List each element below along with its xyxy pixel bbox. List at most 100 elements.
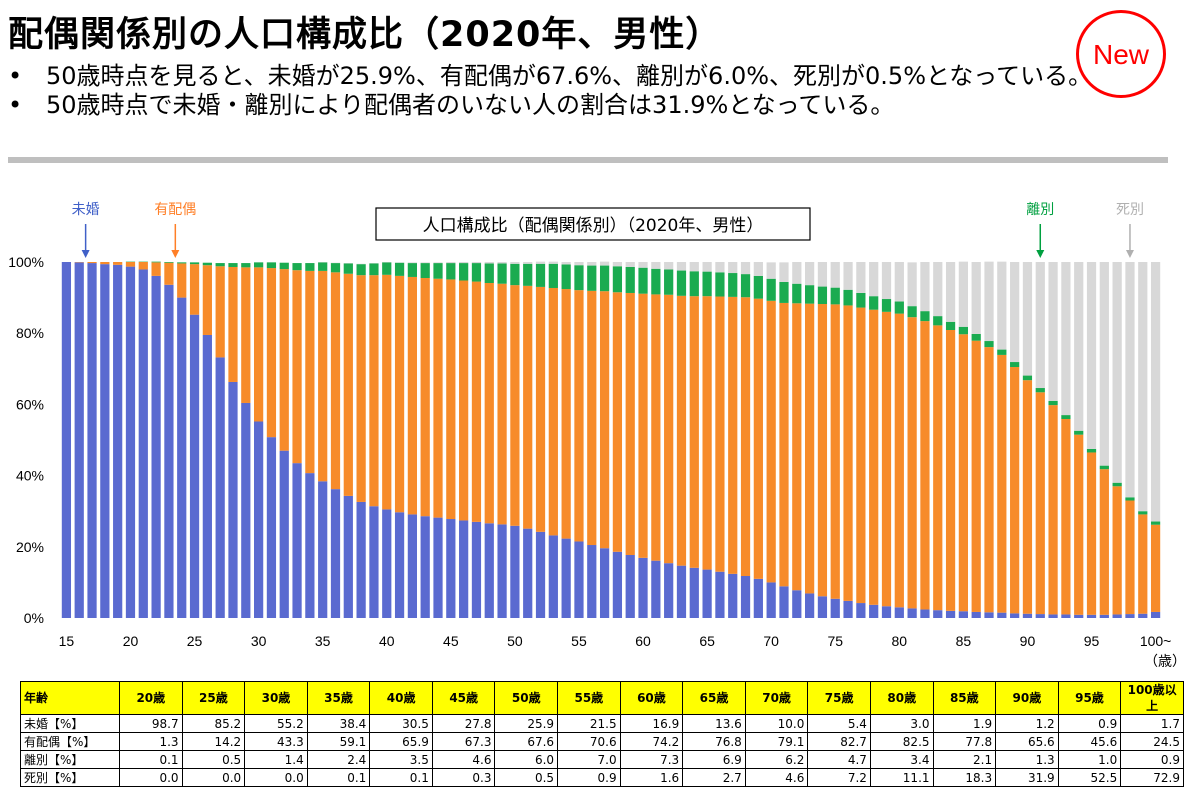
bar-segment <box>984 347 994 613</box>
bar-segment <box>1010 613 1020 618</box>
bar-segment <box>651 294 661 561</box>
bar-segment <box>215 266 225 358</box>
table-header-cell: 30歳 <box>244 681 308 715</box>
bar-segment <box>446 519 456 618</box>
bar-segment <box>984 612 994 618</box>
bar-segment <box>369 275 379 507</box>
bar-segment <box>728 573 738 618</box>
bar-segment <box>881 311 892 607</box>
table-cell: 1.0 <box>1057 750 1122 769</box>
bar-segment <box>587 262 597 266</box>
bar-segment <box>407 514 417 618</box>
table-cell: 13.6 <box>682 714 746 733</box>
bar-segment <box>638 557 648 618</box>
bar-segment <box>61 262 72 618</box>
table-cell: 6.9 <box>682 750 746 769</box>
bar-segment <box>869 296 879 310</box>
bar-segment <box>689 296 699 568</box>
bar-segment <box>599 548 610 618</box>
bar-segment <box>945 262 956 322</box>
bar-segment <box>920 609 930 618</box>
bar-segment <box>561 538 571 618</box>
bar-segment <box>869 262 879 297</box>
bar-segment <box>151 275 161 618</box>
bar-segment <box>510 262 520 264</box>
bar-segment <box>1061 418 1071 615</box>
bar-segment <box>471 263 482 282</box>
data-table: 年齢 20歳 25歳 30歳 35歳 40歳 45歳 50歳 55歳 60歳 65歳 70歳 75歳 8… <box>20 681 1184 787</box>
bar-segment <box>920 262 930 312</box>
x-tick-label: 45 <box>443 633 459 649</box>
bar-segment <box>407 276 417 515</box>
bar-segment <box>676 295 687 566</box>
bar-segment <box>1125 497 1135 501</box>
bar-segment <box>664 563 674 618</box>
bar-segment <box>407 263 417 277</box>
bar-segment <box>715 272 725 297</box>
bar-segment <box>805 303 815 594</box>
y-tick-label: 100% <box>8 254 44 270</box>
table-cell: 74.2 <box>619 732 684 751</box>
bar-segment <box>971 611 981 618</box>
bar-segment <box>305 473 315 618</box>
x-tick-label: 85 <box>956 633 972 649</box>
table-header-cell: 40歳 <box>369 681 433 715</box>
table-header-cell: 65歳 <box>682 681 746 715</box>
bar-segment <box>87 262 97 264</box>
bar-segment <box>1048 400 1058 406</box>
table-cell: 0.5 <box>181 750 246 769</box>
table-cell: 45.6 <box>1057 732 1122 751</box>
bar-segment <box>1061 262 1071 416</box>
x-tick-label: 75 <box>827 633 843 649</box>
bar-segment <box>1048 262 1058 401</box>
y-tick-label: 0% <box>24 610 44 626</box>
table-header-cell: 85歳 <box>932 681 997 715</box>
legend-arrowhead <box>81 250 90 258</box>
bar-segment <box>471 521 482 618</box>
bar-segment <box>330 263 341 273</box>
bar-segment <box>753 578 763 618</box>
bar-segment <box>997 349 1007 355</box>
x-tick-label: 65 <box>699 633 715 649</box>
bar-segment <box>497 263 507 284</box>
bar-segment <box>753 298 763 579</box>
bar-segment <box>702 296 712 570</box>
x-tick-label: 95 <box>1084 633 1100 649</box>
bar-segment <box>1138 613 1148 618</box>
bar-segment <box>369 263 379 276</box>
bullet-item: • 50歳時点を見ると、未婚が25.9%、有配偶が67.6%、離別が6.0%、死… <box>8 62 1158 91</box>
new-badge: New <box>1076 10 1166 98</box>
bar-segment <box>753 275 763 299</box>
bar-segment <box>433 262 443 264</box>
bar-segment <box>484 263 494 284</box>
table-cell: 24.5 <box>1120 732 1184 751</box>
bar-segment <box>958 326 968 335</box>
bar-segment <box>241 267 251 403</box>
bar-segment <box>1099 469 1109 615</box>
bar-segment <box>587 290 597 546</box>
bar-segment <box>1048 405 1058 615</box>
bullet-dot: • <box>8 62 23 90</box>
bar-segment <box>433 263 443 279</box>
bar-segment <box>433 278 443 518</box>
table-cell: 2.7 <box>682 768 746 787</box>
bar-segment <box>1022 613 1033 618</box>
bar-segment <box>1022 380 1033 614</box>
bar-segment <box>382 509 392 618</box>
table-cell: 79.1 <box>744 732 809 751</box>
bar-segment <box>459 263 469 281</box>
bar-segment <box>394 275 405 513</box>
bar-segment <box>612 266 623 293</box>
bar-segment <box>228 266 238 382</box>
bar-segment <box>1099 262 1109 466</box>
new-badge-label: New <box>1093 39 1150 70</box>
bar-segment <box>100 262 110 265</box>
bar-segment <box>907 306 917 318</box>
bar-segment <box>651 262 661 269</box>
bar-segment <box>766 582 776 618</box>
bar-segment <box>869 309 879 605</box>
table-cell: 31.9 <box>995 768 1059 787</box>
table-header-cell: 55歳 <box>557 681 621 715</box>
bar-segment <box>1150 521 1161 525</box>
bar-segment <box>779 281 789 303</box>
